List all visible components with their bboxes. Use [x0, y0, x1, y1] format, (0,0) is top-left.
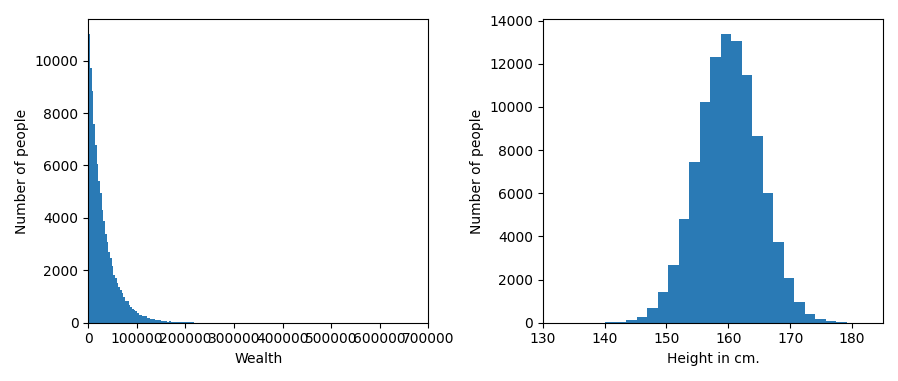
- Bar: [826, 322, 836, 323]
- Bar: [127, 301, 128, 323]
- Bar: [93, 124, 95, 323]
- Bar: [119, 287, 120, 323]
- Bar: [731, 41, 742, 323]
- Bar: [689, 162, 700, 323]
- Bar: [97, 164, 98, 323]
- Bar: [142, 316, 144, 323]
- Bar: [151, 319, 152, 323]
- Bar: [179, 322, 180, 323]
- Bar: [805, 314, 815, 323]
- Bar: [88, 34, 90, 323]
- Bar: [794, 302, 805, 323]
- Bar: [836, 322, 847, 323]
- Bar: [163, 321, 165, 323]
- Bar: [154, 319, 155, 323]
- Y-axis label: Number of people: Number of people: [15, 109, 29, 234]
- Bar: [136, 311, 137, 323]
- Bar: [182, 322, 184, 323]
- Bar: [122, 293, 124, 323]
- Bar: [172, 322, 174, 323]
- Bar: [700, 102, 710, 323]
- Bar: [668, 265, 679, 323]
- Bar: [109, 252, 110, 323]
- Bar: [762, 193, 773, 323]
- Bar: [110, 258, 111, 323]
- Bar: [157, 320, 159, 323]
- X-axis label: Height in cm.: Height in cm.: [666, 352, 760, 366]
- Y-axis label: Number of people: Number of people: [470, 109, 484, 234]
- Bar: [149, 318, 151, 323]
- Bar: [113, 275, 115, 323]
- Bar: [720, 34, 731, 323]
- Bar: [103, 221, 105, 323]
- Bar: [117, 283, 119, 323]
- Bar: [637, 317, 647, 323]
- Bar: [176, 322, 177, 323]
- Bar: [138, 315, 140, 323]
- Bar: [615, 322, 626, 323]
- Bar: [171, 322, 172, 323]
- X-axis label: Wealth: Wealth: [234, 352, 282, 366]
- Bar: [815, 319, 826, 323]
- Bar: [130, 307, 132, 323]
- Bar: [161, 321, 163, 323]
- Bar: [180, 322, 182, 323]
- Bar: [100, 194, 101, 323]
- Bar: [177, 322, 179, 323]
- Bar: [90, 67, 92, 323]
- Bar: [167, 322, 169, 323]
- Bar: [169, 322, 171, 323]
- Bar: [159, 320, 161, 323]
- Bar: [95, 146, 97, 323]
- Bar: [784, 279, 794, 323]
- Bar: [101, 210, 103, 323]
- Bar: [155, 320, 157, 323]
- Bar: [120, 290, 122, 323]
- Bar: [107, 242, 109, 323]
- Bar: [140, 315, 142, 323]
- Bar: [115, 278, 117, 323]
- Bar: [98, 181, 100, 323]
- Bar: [132, 309, 134, 323]
- Bar: [124, 297, 125, 323]
- Bar: [105, 234, 107, 323]
- Bar: [710, 57, 720, 323]
- Bar: [137, 313, 138, 323]
- Bar: [647, 308, 657, 323]
- Bar: [753, 136, 762, 323]
- Bar: [679, 219, 689, 323]
- Bar: [125, 301, 127, 323]
- Bar: [128, 305, 130, 323]
- Bar: [144, 316, 145, 323]
- Bar: [147, 318, 149, 323]
- Bar: [165, 322, 167, 323]
- Bar: [92, 91, 93, 323]
- Bar: [145, 316, 147, 323]
- Bar: [773, 242, 784, 323]
- Bar: [657, 292, 668, 323]
- Bar: [152, 319, 154, 323]
- Bar: [134, 310, 136, 323]
- Bar: [174, 322, 176, 323]
- Bar: [111, 266, 113, 323]
- Bar: [742, 75, 753, 323]
- Bar: [626, 320, 637, 323]
